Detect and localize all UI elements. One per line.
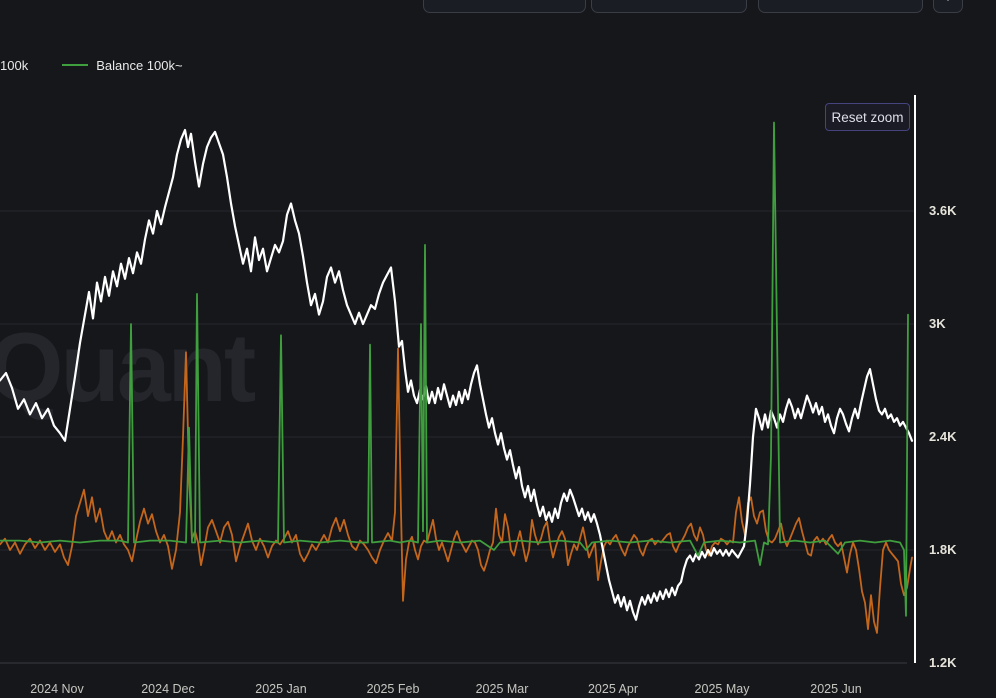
- legend-label: Balance 100k~: [96, 57, 183, 73]
- toolbar: + Add to Dashboard ✎ Edit Visualization ⍾ Cre…: [0, 0, 996, 30]
- bell-icon: ⍾: [778, 0, 787, 2]
- legend-item-100k[interactable]: 100k: [0, 58, 28, 73]
- x-tick-label: 2024 Nov: [30, 682, 84, 696]
- y-tick-label: 2.4K: [929, 429, 957, 444]
- series-orange-flow: [0, 347, 913, 634]
- x-tick-label: 2025 Apr: [587, 682, 639, 696]
- add-to-dashboard-button[interactable]: + Add to Dashboard: [423, 0, 586, 13]
- chart-legend: 100k Balance 100k~: [0, 56, 217, 74]
- x-tick-label: 2025 Feb: [366, 682, 420, 696]
- legend-line-marker: [62, 64, 89, 66]
- legend-item-balance-100k-[interactable]: Balance 100k~: [62, 57, 183, 73]
- x-tick-label: 2025 Mar: [475, 682, 529, 696]
- series-100k: [0, 128, 914, 621]
- legend-label: 100k: [0, 57, 29, 73]
- toolbar-button-label: Edit Visualization: [629, 0, 728, 3]
- kebab-icon: ⋮: [942, 0, 955, 2]
- series-balance-100k: [0, 121, 909, 617]
- create-preset-alert-button[interactable]: ⍾ Create Preset Alert: [758, 0, 923, 13]
- y-tick-label: 1.2K: [929, 654, 957, 670]
- edit-visualization-button[interactable]: ✎ Edit Visualization: [591, 0, 747, 13]
- reset-zoom-label: Reset zoom: [831, 109, 904, 125]
- x-tick-label: 2024 Dec: [141, 682, 195, 696]
- x-tick-label: 2025 Jun: [810, 682, 862, 696]
- y-tick-label: 3K: [929, 316, 946, 331]
- y-tick-label: 3.6K: [929, 203, 957, 218]
- quant-watermark: Quant: [0, 313, 256, 422]
- toolbar-button-label: Add to Dashboard: [459, 0, 564, 3]
- reset-zoom-button[interactable]: Reset zoom: [825, 103, 910, 131]
- plus-icon: +: [445, 0, 453, 2]
- more-options-button[interactable]: ⋮: [933, 0, 963, 13]
- toolbar-button-label: Create Preset Alert: [793, 0, 903, 3]
- pencil-icon: ✎: [611, 0, 622, 2]
- x-tick-label: 2025 May: [694, 682, 750, 696]
- y-tick-label: 1.8K: [929, 542, 957, 557]
- x-tick-label: 2025 Jan: [255, 682, 307, 696]
